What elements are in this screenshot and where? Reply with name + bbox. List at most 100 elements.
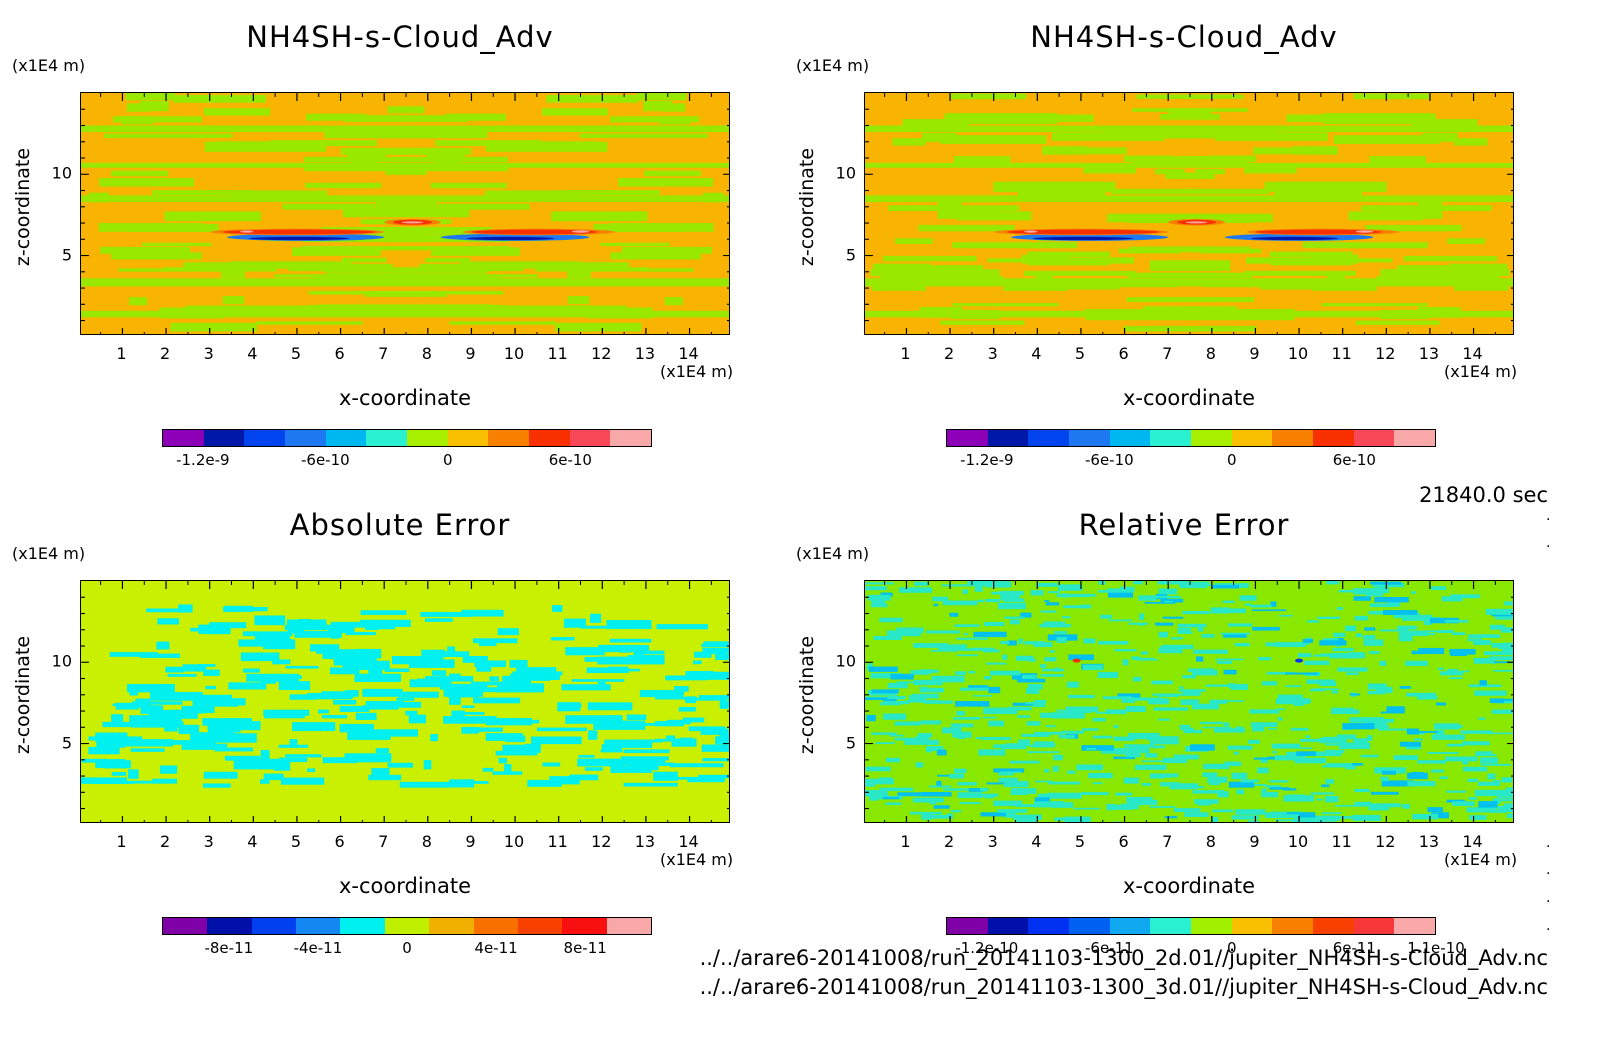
error-noise <box>968 685 989 690</box>
error-streak <box>466 781 489 784</box>
cloud-positive <box>1255 229 1382 235</box>
heatmap-streak <box>306 113 367 121</box>
error-noise <box>1092 717 1106 722</box>
error-noise <box>1278 614 1293 617</box>
error-streak <box>502 744 529 754</box>
error-streak <box>584 767 603 771</box>
colorbar-segment <box>517 918 563 934</box>
error-streak <box>109 652 158 657</box>
error-noise <box>1269 787 1290 790</box>
error-noise <box>1162 616 1184 619</box>
error-spot <box>1295 658 1304 663</box>
error-noise <box>1108 591 1134 598</box>
heatmap-streak <box>348 234 468 242</box>
error-streak <box>204 733 257 743</box>
error-noise <box>1132 747 1150 753</box>
heatmap-streak <box>170 322 258 332</box>
heatmap-streak <box>870 269 1000 277</box>
colorbar-segment <box>407 430 448 446</box>
error-noise <box>1355 819 1382 821</box>
heatmap-streak <box>230 190 328 199</box>
heatmap-band <box>81 125 729 133</box>
error-noise <box>1325 779 1334 784</box>
colorbar-segment <box>1231 918 1273 934</box>
error-noise <box>1364 627 1376 631</box>
heatmap-streak <box>1418 201 1443 206</box>
heatmap-streak <box>305 182 382 189</box>
error-noise <box>1504 601 1513 606</box>
heatmap-band <box>865 195 1513 202</box>
error-noise <box>1180 699 1200 705</box>
error-streak <box>364 623 396 630</box>
error-noise <box>1117 693 1141 699</box>
error-noise <box>1375 686 1393 694</box>
error-streak <box>620 756 669 761</box>
error-streak <box>561 684 611 691</box>
colorbar-segment <box>562 918 607 934</box>
error-streak <box>510 673 560 681</box>
heatmap-streak <box>1188 188 1270 195</box>
error-streak <box>307 693 352 700</box>
error-noise <box>1251 609 1287 612</box>
y-axis-label: z-coordinate <box>796 147 818 267</box>
error-noise <box>1061 593 1067 598</box>
error-noise <box>1290 727 1309 731</box>
error-noise <box>973 694 993 697</box>
error-streak <box>289 694 317 700</box>
error-noise <box>1009 619 1020 625</box>
y-unit-label: (x1E4 m) <box>12 544 86 563</box>
x-tick-label: 14 <box>1462 832 1483 851</box>
error-streak <box>431 670 447 676</box>
heatmap-streak <box>376 290 504 295</box>
error-noise <box>1124 744 1155 748</box>
x-tick-label: 8 <box>1205 344 1216 363</box>
error-streak <box>198 624 231 634</box>
error-noise <box>1331 690 1338 694</box>
error-streak <box>489 676 499 682</box>
error-streak <box>557 702 581 712</box>
error-noise <box>1000 594 1020 601</box>
error-streak <box>181 743 228 750</box>
error-noise <box>1213 728 1245 733</box>
error-noise <box>866 714 876 722</box>
error-noise <box>1318 737 1347 744</box>
error-noise <box>1081 745 1114 751</box>
heatmap-streak <box>430 182 507 189</box>
error-noise <box>1177 581 1210 585</box>
error-noise <box>1446 790 1467 793</box>
error-noise <box>1345 625 1357 632</box>
x-tick-label: 10 <box>1287 832 1309 851</box>
error-noise <box>1173 808 1201 813</box>
error-noise <box>1353 596 1371 601</box>
heatmap-streak <box>437 274 538 278</box>
error-streak <box>678 706 696 712</box>
error-streak <box>715 736 729 745</box>
heatmap-streak <box>203 108 271 116</box>
error-noise <box>1003 780 1029 788</box>
error-noise <box>1310 792 1335 795</box>
error-noise <box>1198 583 1212 586</box>
x-axis-label: x-coordinate <box>1122 386 1255 410</box>
x-tick-label: 11 <box>547 832 568 851</box>
error-streak <box>203 631 230 635</box>
error-streak <box>700 728 729 735</box>
error-noise <box>1017 715 1030 718</box>
error-noise <box>1141 760 1163 763</box>
error-noise <box>1322 638 1339 641</box>
error-streak <box>473 697 521 704</box>
error-noise <box>1125 706 1146 712</box>
heatmap-streak <box>1164 130 1278 139</box>
error-noise <box>1429 617 1459 624</box>
error-noise <box>879 617 903 623</box>
error-streak <box>140 705 164 714</box>
error-noise <box>1056 637 1067 643</box>
error-noise <box>1479 680 1487 686</box>
error-streak <box>284 625 335 631</box>
colorbar-tick-label: 4e-11 <box>474 939 518 957</box>
error-streak <box>150 692 203 701</box>
error-noise <box>1231 815 1260 820</box>
x-tick-label: 8 <box>421 344 432 363</box>
error-noise <box>932 596 949 602</box>
heatmap-streak <box>308 290 436 295</box>
x-tick-label: 12 <box>1375 832 1396 851</box>
